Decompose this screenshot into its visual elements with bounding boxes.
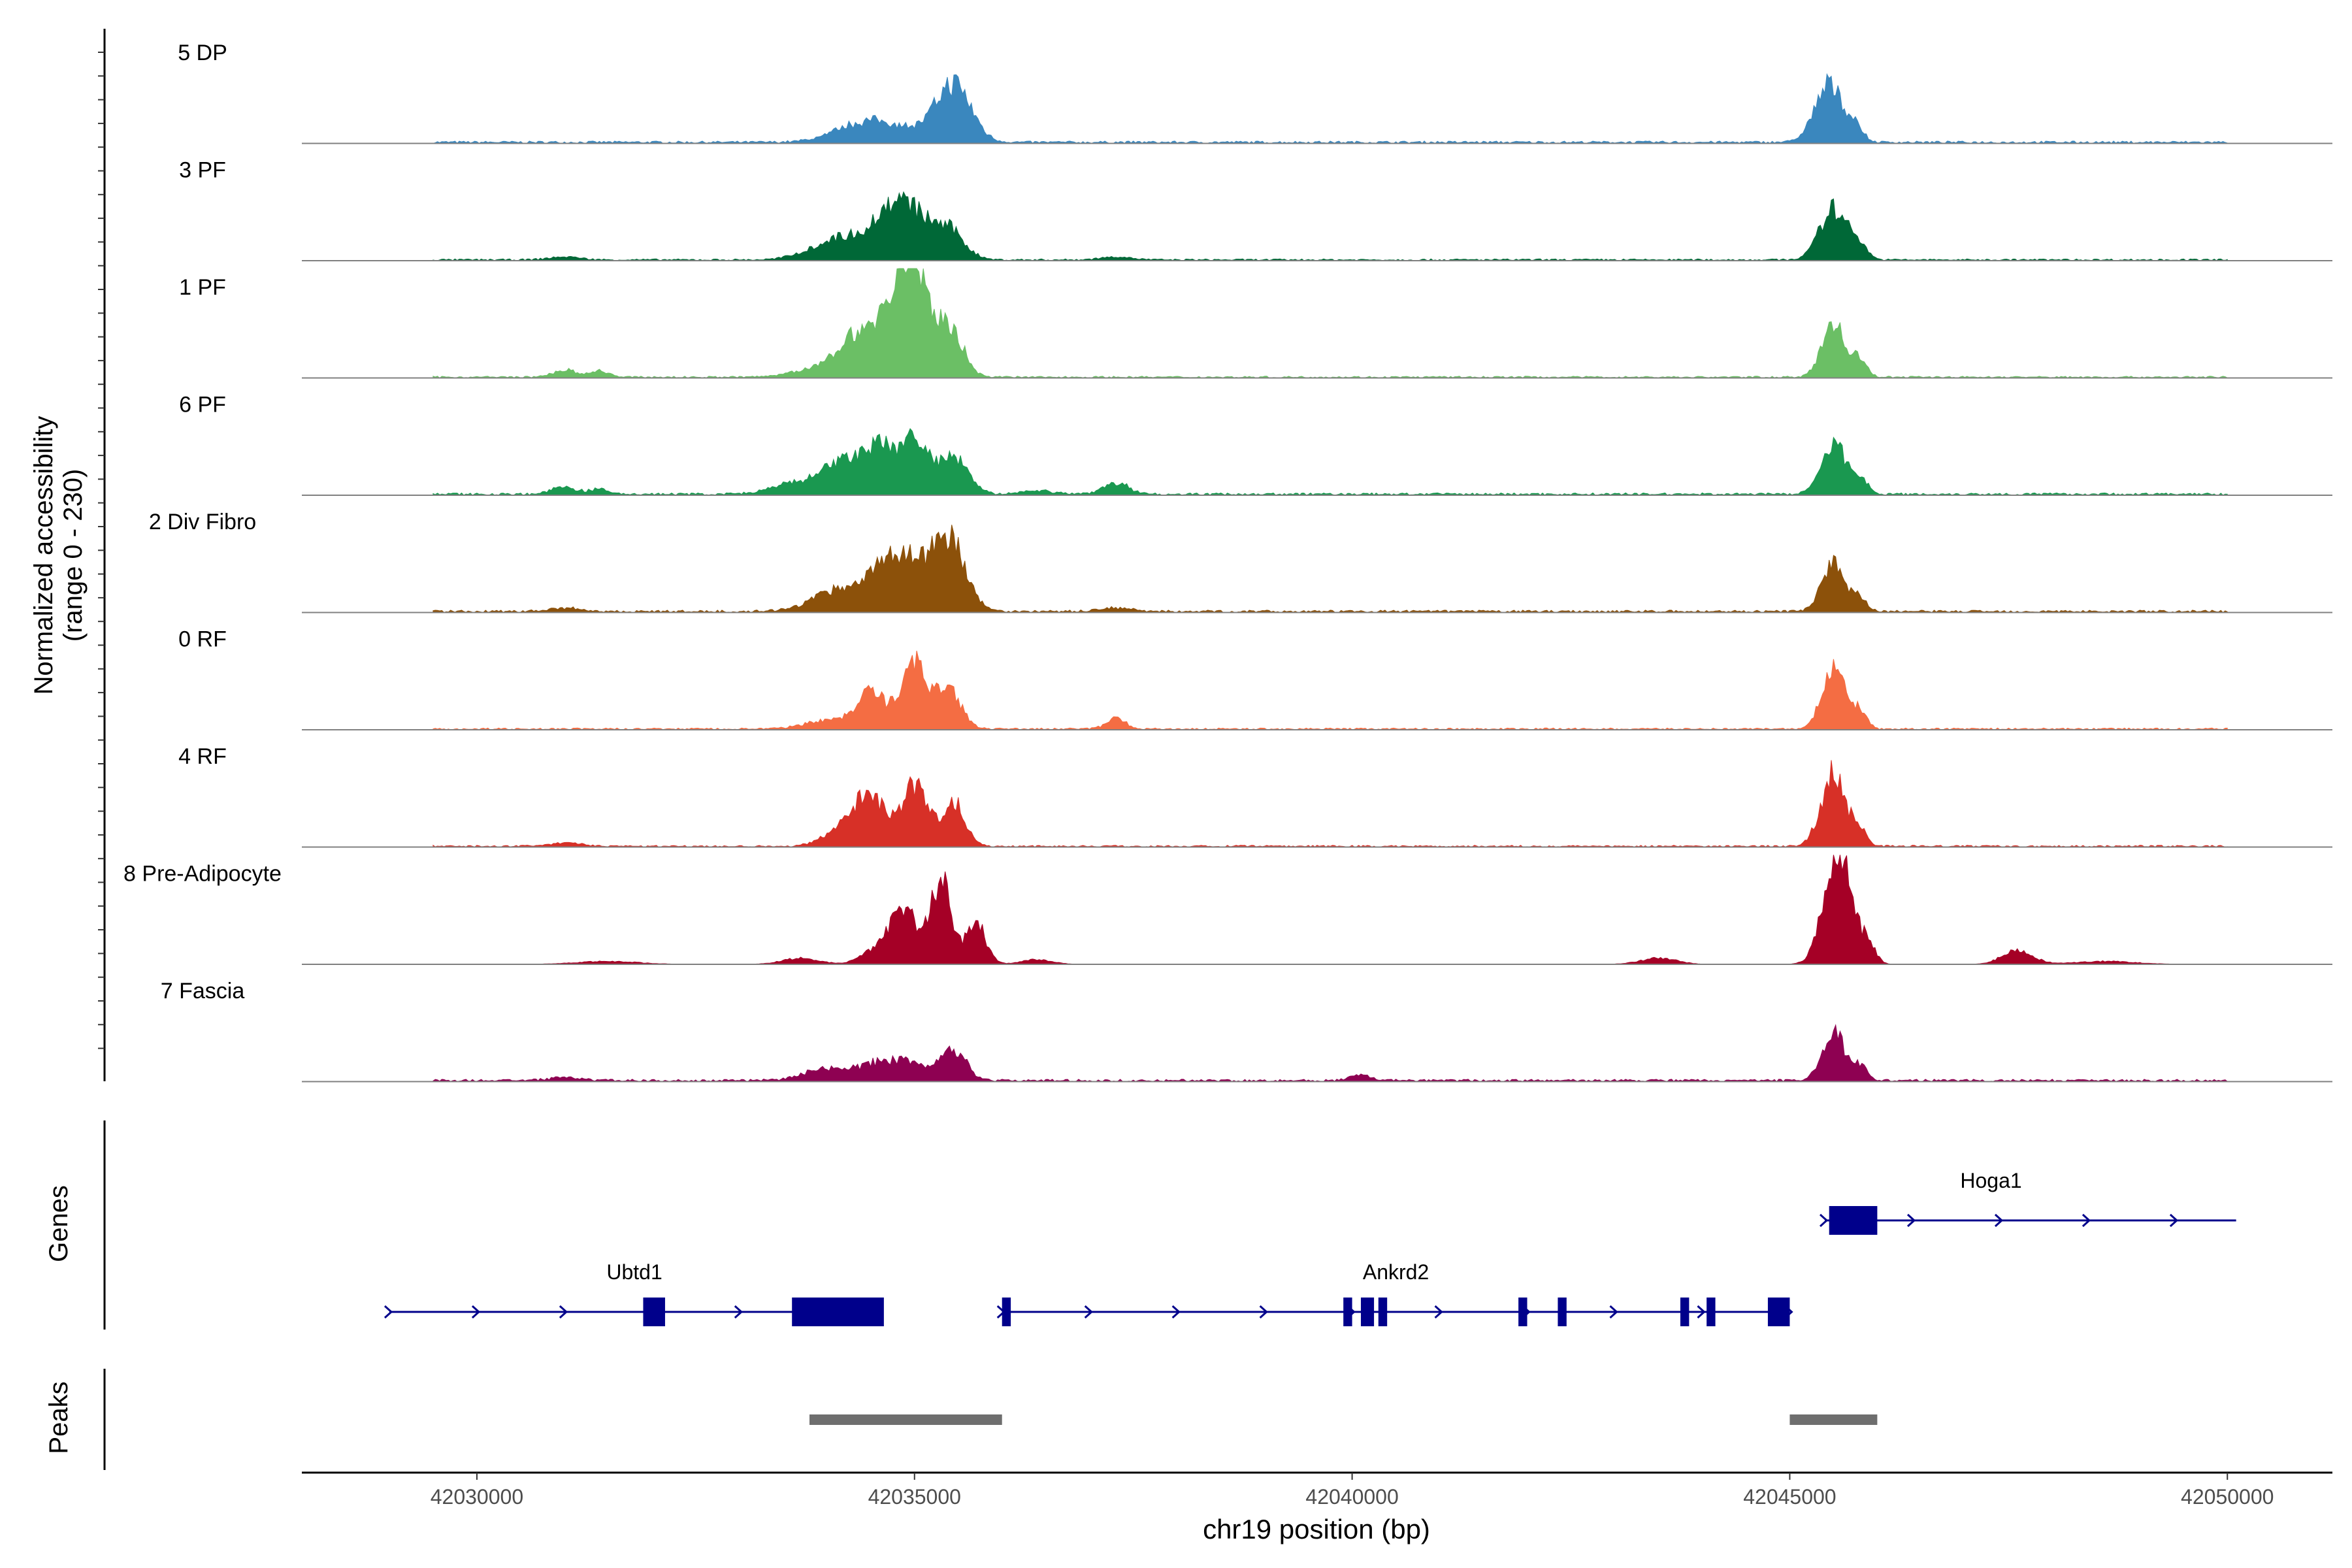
gene-name: Ankrd2 (1363, 1260, 1429, 1284)
track-5-dp: 5 DP (178, 41, 2332, 144)
gene-annotation-track: Ubtd1 Ankrd2 Hoga1 (384, 1169, 2236, 1326)
exon (1518, 1298, 1527, 1326)
strand-arrow (1819, 1213, 1829, 1228)
y-axis-label-line1: Normalized accessibility (29, 416, 58, 695)
gene-name: Hoga1 (1960, 1169, 2021, 1192)
x-tick-label: 42045000 (1743, 1485, 1836, 1509)
exon (1002, 1298, 1011, 1326)
coverage-tracks: 5 DP 3 PF 1 PF 6 PF 2 Div Fibro 0 RF 4 RF 8 Pre… (123, 41, 2332, 1083)
track-label: 0 RF (178, 627, 227, 652)
peaks-axis-label: Peaks (44, 1381, 73, 1454)
exon (1707, 1298, 1716, 1326)
gene-ubtd1: Ubtd1 (384, 1260, 884, 1326)
gene-ankrd2: Ankrd2 (996, 1260, 1793, 1326)
track-4-rf: 4 RF (178, 744, 2332, 848)
track-label: 5 DP (178, 41, 227, 65)
x-tick-label: 42035000 (868, 1485, 961, 1509)
coverage-area (433, 191, 2228, 261)
strand-arrow (1609, 1305, 1618, 1319)
strand-arrow (471, 1305, 481, 1319)
track-label: 7 Fascia (161, 979, 245, 1004)
gene-hoga1: Hoga1 (1819, 1169, 2236, 1235)
strand-arrow (2169, 1213, 2179, 1228)
strand-arrow (1171, 1305, 1181, 1319)
strand-arrow (1994, 1213, 2004, 1228)
genes-axis-label: Genes (44, 1185, 73, 1262)
x-tick-label: 42030000 (431, 1485, 523, 1509)
strand-arrow (1084, 1305, 1093, 1319)
track-3-pf: 3 PF (179, 158, 2332, 261)
x-axis-label: chr19 position (bp) (1203, 1514, 1430, 1544)
strand-arrow (559, 1305, 568, 1319)
plot-axes (98, 29, 106, 1470)
y-axis-label-line2: (range 0 - 230) (59, 469, 88, 642)
strand-arrow (2082, 1213, 2091, 1228)
track-label: 8 Pre-Adipocyte (123, 862, 282, 887)
coverage-area (433, 760, 2228, 848)
coverage-area (433, 428, 2228, 496)
peak-region (1789, 1414, 1878, 1425)
track-6-pf: 6 PF (179, 393, 2332, 496)
coverage-area (433, 525, 2228, 613)
track-label: 2 Div Fibro (149, 510, 256, 534)
x-tick-label: 42040000 (1305, 1485, 1398, 1509)
exon (643, 1298, 665, 1326)
track-label: 1 PF (179, 275, 226, 300)
strand-arrow (1434, 1305, 1443, 1319)
strand-arrow (734, 1305, 743, 1319)
exon (792, 1298, 884, 1326)
exon (1829, 1206, 1878, 1235)
track-8-pre-adipocyte: 8 Pre-Adipocyte (123, 855, 2332, 965)
peak-region-track (809, 1414, 1878, 1425)
track-label: 3 PF (179, 158, 226, 183)
strand-arrow (1697, 1305, 1706, 1319)
track-1-pf: 1 PF (179, 268, 2332, 379)
coverage-area (433, 268, 2228, 379)
exon (1343, 1298, 1352, 1326)
gene-name: Ubtd1 (606, 1260, 662, 1284)
exon (1558, 1298, 1567, 1326)
peak-region (809, 1414, 1002, 1425)
exon (1767, 1298, 1790, 1326)
x-tick-label: 42050000 (2181, 1485, 2274, 1509)
coverage-area (433, 73, 2228, 144)
strand-arrow (384, 1305, 393, 1319)
track-label: 6 PF (179, 393, 226, 417)
coverage-area (433, 1024, 2228, 1083)
track-0-rf: 0 RF (178, 627, 2332, 730)
strand-arrow (1259, 1305, 1268, 1319)
x-axis: 42030000 42035000 42040000 42045000 42050000 (302, 1471, 2332, 1509)
track-2-div-fibro: 2 Div Fibro (149, 510, 2332, 613)
strand-arrow (1906, 1213, 1916, 1228)
track-7-fascia: 7 Fascia (161, 979, 2332, 1083)
coverage-area (433, 855, 2228, 965)
exon (1378, 1298, 1388, 1326)
exon (1360, 1298, 1375, 1326)
exon (1680, 1298, 1690, 1326)
coverage-area (433, 650, 2228, 730)
track-label: 4 RF (178, 744, 227, 769)
